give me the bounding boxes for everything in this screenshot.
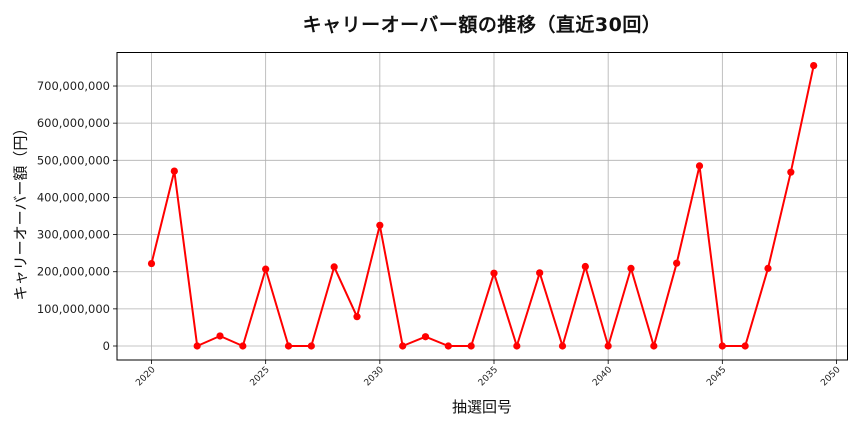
data-point-marker [810,61,818,70]
data-point-marker [787,168,795,176]
data-point-marker [353,313,361,321]
x-axis-label: 抽選回号 [451,398,512,416]
plot-area-frame [116,52,848,361]
x-tick-label: 2050 [819,365,842,388]
series-line [150,65,815,347]
x-tick-label: 2035 [477,365,500,388]
data-point-marker [490,269,498,277]
x-axis-ticks: 2020 2025 2030 2035 2040 2045 2050 [134,360,843,388]
y-axis-label: キャリーオーバー額（円） [11,120,30,301]
data-point-marker [627,264,635,272]
data-point-marker [581,262,589,271]
data-point-marker [741,342,749,350]
data-point-marker [330,263,338,271]
data-point-marker [421,333,430,341]
data-series [147,61,818,350]
y-tick-label: 300,000,000 [37,228,110,242]
y-tick-label: 200,000,000 [37,265,110,279]
data-point-marker [376,221,384,229]
data-point-marker [718,342,726,350]
data-point-marker [764,264,772,272]
x-tick-label: 2025 [249,365,272,388]
data-point-marker [536,269,544,277]
data-point-marker [284,342,293,350]
x-tick-label: 2030 [363,365,386,388]
y-tick-label: 0 [103,339,110,353]
x-tick-label: 2020 [134,365,157,388]
data-point-marker [262,265,270,273]
data-point-marker [239,342,247,350]
y-tick-label: 100,000,000 [37,302,110,316]
data-point-marker [673,259,681,267]
data-point-marker [650,342,658,350]
chart-title: キャリーオーバー額の推移（直近30回） [302,14,662,36]
y-tick-label: 600,000,000 [37,116,110,130]
data-point-marker [193,342,201,350]
data-point-marker [399,342,407,350]
data-point-marker [307,342,315,350]
gridlines [117,52,848,360]
data-point-marker [444,342,452,350]
x-tick-label: 2040 [591,365,614,388]
data-point-marker [695,162,704,170]
y-tick-label: 700,000,000 [37,79,110,93]
y-tick-label: 400,000,000 [37,190,110,204]
data-point-marker [467,342,475,350]
data-point-marker [513,342,521,350]
y-tick-label: 500,000,000 [37,153,110,167]
data-point-marker [147,259,156,268]
x-tick-label: 2045 [705,365,728,388]
data-point-marker [216,332,224,340]
data-point-marker [558,342,567,350]
data-point-marker [604,342,612,350]
data-point-marker [170,167,178,175]
y-axis-ticks: 0 100,000,000 200,000,000 300,000,000 400,00… [37,79,117,353]
